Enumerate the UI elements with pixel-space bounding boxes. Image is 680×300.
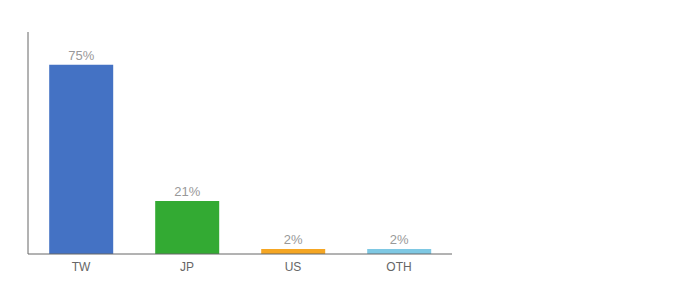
svg-text:2%: 2%: [390, 232, 409, 247]
svg-text:OTH: OTH: [386, 260, 411, 274]
svg-text:TW: TW: [72, 260, 91, 274]
svg-text:US: US: [285, 260, 302, 274]
svg-text:21%: 21%: [174, 184, 200, 199]
svg-text:75%: 75%: [68, 48, 94, 63]
svg-text:JP: JP: [180, 260, 194, 274]
svg-text:2%: 2%: [284, 232, 303, 247]
